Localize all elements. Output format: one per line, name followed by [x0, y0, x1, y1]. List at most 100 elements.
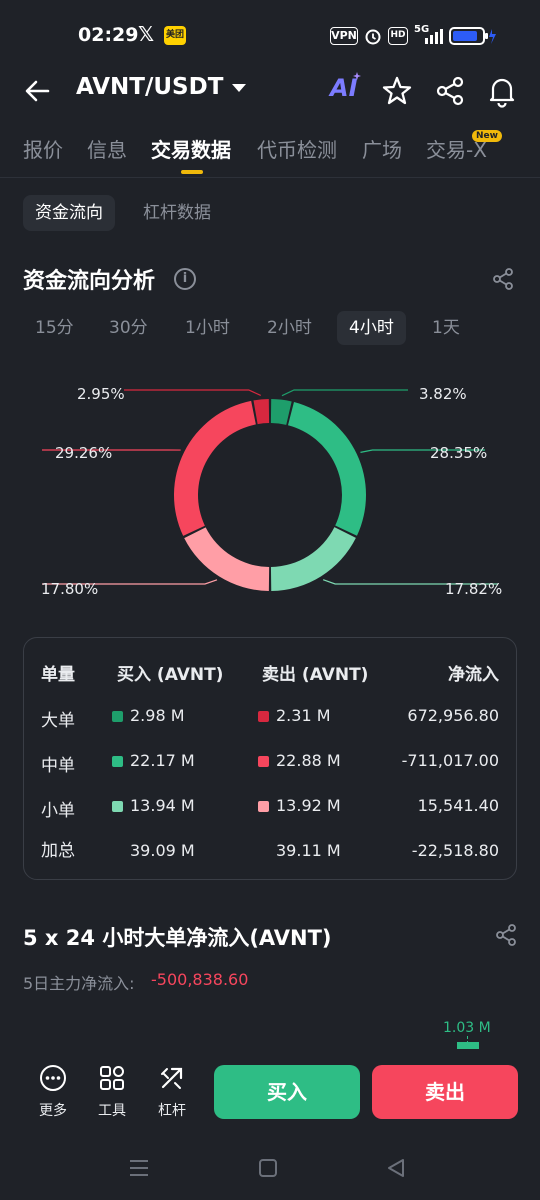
header: AVNT/USDT AI [0, 60, 540, 120]
system-nav-bar [0, 1140, 540, 1200]
info-icon[interactable]: i [174, 268, 196, 290]
tools-label: 工具 [98, 1103, 126, 1119]
tab-info[interactable]: 信息 [87, 138, 127, 162]
battery-icon [449, 27, 496, 45]
active-tab-indicator [181, 170, 203, 174]
subtab-leverage-data[interactable]: 杠杆数据 [143, 203, 211, 223]
leverage-label: 杠杆 [158, 1103, 186, 1119]
hd-icon: HD [388, 27, 408, 45]
buy-color-square [112, 801, 123, 812]
menu-icon[interactable] [128, 1157, 150, 1179]
buy-color-square [112, 756, 123, 767]
sell-button[interactable]: 卖出 [372, 1065, 518, 1119]
leverage-button[interactable]: 杠杆 [147, 1064, 197, 1120]
tab-trading-data[interactable]: 交易数据 [151, 138, 231, 162]
leverage-icon [161, 1067, 183, 1089]
main-tabs: 报价 信息 交易数据 代币检测 广场 交易-X New [0, 126, 540, 176]
slice-label-large-buy: 3.82% [419, 385, 467, 403]
bar-value-label: 1.03 M [443, 1020, 491, 1036]
tab-square[interactable]: 广场 [362, 138, 402, 162]
net-total: -22,518.80 [411, 841, 499, 860]
leader-line [322, 579, 498, 585]
buy-button[interactable]: 买入 [214, 1065, 360, 1119]
tools-icon [100, 1066, 124, 1090]
sell-color-square [258, 711, 269, 722]
new-badge: New [472, 130, 502, 142]
net-value: 15,541.40 [417, 796, 499, 815]
fund-flow-table: 单量 买入 (AVNT) 卖出 (AVNT) 净流入 大单 2.98 M 2.3… [23, 637, 517, 880]
leader-line [42, 579, 218, 585]
back-nav-icon[interactable] [385, 1157, 407, 1179]
slice-medium-buy [287, 402, 366, 536]
share-icon[interactable] [433, 74, 467, 108]
bar-marker-line [467, 1036, 468, 1044]
signal-icon [425, 29, 443, 44]
slice-label-medium-sell: 29.26% [55, 444, 113, 462]
divider [0, 177, 540, 178]
status-bar: 02:29 𝕏 美团 VPN HD 5G [0, 0, 540, 70]
back-arrow-icon[interactable] [20, 74, 56, 108]
row-label: 小单 [41, 801, 75, 821]
star-icon[interactable] [380, 74, 414, 108]
more-icon [40, 1065, 66, 1091]
fund-flow-donut-chart [42, 389, 498, 591]
slice-small-sell [184, 527, 270, 591]
row-label: 中单 [41, 756, 75, 776]
alarm-icon [365, 29, 381, 45]
leader-line [281, 389, 408, 397]
sell-value: 2.31 M [276, 706, 331, 725]
row-label: 加总 [41, 841, 75, 861]
table-header-sell: 卖出 (AVNT) [262, 665, 369, 685]
slice-label-medium-buy: 28.35% [430, 444, 488, 462]
network-type: 5G [414, 24, 430, 35]
share-icon[interactable] [490, 266, 516, 292]
sell-value: 22.88 M [276, 751, 341, 770]
period-15m[interactable]: 15分 [35, 318, 74, 338]
table-header-size: 单量 [41, 665, 75, 685]
leader-line [360, 449, 485, 453]
share-icon[interactable] [493, 922, 519, 948]
period-1h[interactable]: 1小时 [185, 318, 230, 338]
table-header-net: 净流入 [448, 665, 499, 685]
buy-value: 22.17 M [130, 751, 195, 770]
tab-quote[interactable]: 报价 [23, 138, 63, 162]
chevron-down-icon[interactable] [232, 84, 246, 92]
buy-total: 39.09 M [130, 841, 195, 860]
section-title: 资金流向分析 [23, 269, 156, 294]
tools-button[interactable]: 工具 [87, 1064, 137, 1120]
leader-line [124, 389, 261, 396]
table-header-buy: 买入 (AVNT) [117, 665, 224, 685]
bell-icon[interactable] [485, 74, 519, 108]
more-label: 更多 [39, 1103, 67, 1119]
tab-trade-x[interactable]: 交易-X [426, 138, 487, 162]
five-day-net-inflow-value: -500,838.60 [151, 970, 249, 989]
tab-token-check[interactable]: 代币检测 [257, 138, 337, 162]
sell-total: 39.11 M [276, 841, 341, 860]
subtab-fund-flow[interactable]: 资金流向 [23, 195, 115, 231]
period-1d[interactable]: 1天 [432, 318, 460, 338]
slice-label-small-sell: 17.80% [41, 580, 99, 598]
slice-small-buy [270, 527, 356, 591]
inflow-bar [457, 1042, 479, 1049]
net-value: -711,017.00 [401, 751, 499, 770]
buy-color-square [112, 711, 123, 722]
period-4h[interactable]: 4小时 [337, 311, 406, 345]
x-app-icon: 𝕏 [138, 22, 155, 46]
buy-value: 13.94 M [130, 796, 195, 815]
slice-large-sell [253, 399, 270, 425]
slice-label-large-sell: 2.95% [77, 385, 125, 403]
slice-large-buy [270, 399, 292, 425]
large-order-net-inflow-title: 5 x 24 小时大单净流入(AVNT) [23, 926, 332, 950]
sell-color-square [258, 801, 269, 812]
more-button[interactable]: 更多 [28, 1064, 78, 1120]
sell-color-square [258, 756, 269, 767]
meituan-app-icon: 美团 [164, 26, 186, 45]
row-label: 大单 [41, 711, 75, 731]
net-value: 672,956.80 [407, 706, 499, 725]
slice-medium-sell [173, 400, 256, 536]
trading-pair-title[interactable]: AVNT/USDT [76, 74, 224, 100]
home-icon[interactable] [257, 1157, 279, 1179]
period-30m[interactable]: 30分 [109, 318, 148, 338]
ai-icon[interactable]: AI [330, 74, 358, 102]
period-2h[interactable]: 2小时 [267, 318, 312, 338]
